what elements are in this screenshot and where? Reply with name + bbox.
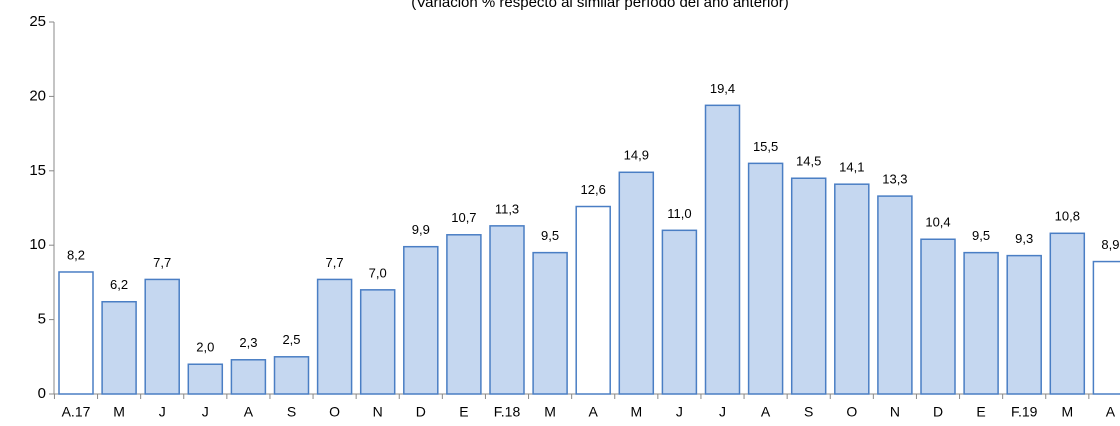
bar — [532, 251, 568, 395]
x-tick-label: A — [244, 404, 254, 420]
y-tick-label: 5 — [38, 311, 46, 328]
x-tick-label: M — [544, 404, 556, 420]
value-label: 12,6 — [581, 182, 606, 197]
x-tick-label: E — [976, 404, 985, 420]
value-label: 13,3 — [882, 172, 907, 187]
bar — [230, 359, 267, 395]
bar — [661, 229, 698, 395]
bar — [790, 177, 827, 395]
x-tick-label: S — [287, 404, 296, 420]
value-label: 8,9 — [1101, 237, 1119, 252]
x-tick-label: M — [113, 404, 125, 420]
x-tick-label: M — [1061, 404, 1073, 420]
x-tick-label: A — [1106, 404, 1116, 420]
y-tick-label: 20 — [29, 87, 46, 104]
bar — [359, 289, 396, 395]
value-label: 14,1 — [839, 160, 864, 175]
x-tick-label: D — [933, 404, 943, 420]
value-label: 14,5 — [796, 154, 821, 169]
value-label: 2,0 — [196, 340, 214, 355]
x-tick-label: J — [159, 404, 166, 420]
bar — [144, 278, 180, 395]
bar — [877, 195, 913, 395]
bar — [834, 183, 870, 395]
value-label: 8,2 — [67, 247, 85, 262]
value-label: 10,4 — [925, 215, 950, 230]
value-label: 14,9 — [624, 148, 649, 163]
bar — [704, 104, 741, 395]
bar — [273, 356, 310, 395]
x-tick-label: F.18 — [494, 404, 521, 420]
x-tick-label: F.19 — [1011, 404, 1038, 420]
x-tick-label: A.17 — [62, 404, 91, 420]
x-tick-label: N — [373, 404, 383, 420]
value-label: 2,5 — [282, 332, 300, 347]
value-label: 6,2 — [110, 277, 128, 292]
value-label: 11,3 — [495, 201, 519, 216]
value-label: 10,8 — [1055, 209, 1080, 224]
x-tick-label: O — [329, 404, 340, 420]
value-label: 9,3 — [1015, 231, 1033, 246]
y-tick-label: 25 — [29, 13, 46, 30]
bar — [575, 205, 611, 395]
value-label: 10,7 — [451, 210, 476, 225]
value-label: 19,4 — [710, 81, 735, 96]
bar — [58, 271, 94, 395]
bar — [920, 238, 956, 395]
bar — [618, 171, 655, 395]
x-tick-label: S — [804, 404, 813, 420]
value-label: 7,7 — [153, 255, 171, 270]
y-tick-label: 15 — [29, 162, 46, 179]
x-tick-label: M — [630, 404, 642, 420]
value-label: 7,0 — [369, 265, 387, 280]
bar — [747, 162, 784, 395]
x-tick-label: A — [589, 404, 599, 420]
x-tick-label: D — [416, 404, 426, 420]
value-label: 15,5 — [753, 139, 778, 154]
x-tick-label: J — [202, 404, 209, 420]
y-tick-label: 0 — [38, 385, 46, 402]
value-label: 9,9 — [412, 222, 430, 237]
bar — [1092, 260, 1120, 395]
bar — [101, 300, 137, 395]
x-tick-label: A — [761, 404, 771, 420]
value-label: 9,5 — [541, 228, 559, 243]
x-tick-label: J — [676, 404, 683, 420]
x-tick-label: O — [846, 404, 857, 420]
bar — [403, 245, 439, 395]
value-label: 7,7 — [326, 255, 344, 270]
x-tick-label: J — [719, 404, 726, 420]
bar — [1049, 232, 1086, 395]
bar — [1006, 254, 1042, 395]
value-label: 9,5 — [972, 228, 990, 243]
x-tick-label: E — [459, 404, 468, 420]
x-tick-label: N — [890, 404, 900, 420]
y-tick-label: 10 — [29, 236, 46, 253]
bar — [187, 363, 224, 395]
bar — [316, 278, 353, 395]
bar — [963, 251, 999, 395]
bar — [489, 225, 525, 395]
bar — [446, 234, 482, 395]
value-label: 11,0 — [667, 206, 691, 221]
value-label: 2,3 — [239, 335, 257, 350]
chart-subtitle: (Variación % respecto al similar período… — [411, 0, 788, 11]
